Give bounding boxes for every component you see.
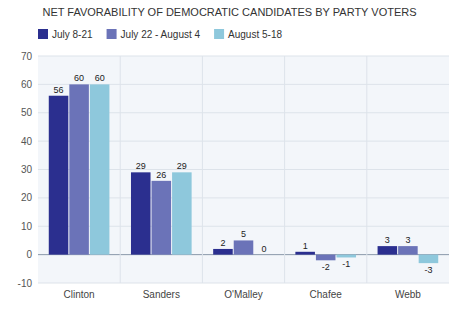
data-label: 3 (405, 235, 410, 245)
bar (69, 84, 89, 254)
legend-label: July 22 - August 4 (121, 29, 201, 40)
bar (336, 255, 356, 258)
y-grid (38, 56, 449, 283)
data-label: -2 (322, 262, 330, 272)
y-tick-label: 0 (26, 249, 32, 260)
data-label: 60 (74, 73, 84, 83)
y-tick-label: 20 (21, 192, 33, 203)
x-tick-label: Webb (395, 289, 421, 300)
bar (398, 246, 418, 255)
data-label: -3 (424, 265, 432, 275)
bar (152, 181, 172, 255)
group-divider (284, 56, 285, 283)
bar (234, 240, 254, 254)
x-tick-label: Sanders (143, 289, 180, 300)
data-label: 60 (95, 73, 105, 83)
data-label: 5 (241, 229, 246, 239)
legend-label: July 8-21 (52, 29, 93, 40)
y-tick-label: 70 (21, 51, 33, 62)
legend: July 8-21 July 22 - August 4 August 5-18 (38, 29, 282, 40)
legend-label: August 5-18 (228, 29, 282, 40)
y-tick-label: -10 (18, 278, 33, 289)
grid-line (38, 283, 449, 284)
legend-item: July 22 - August 4 (107, 29, 201, 40)
y-tick-label: 60 (21, 79, 33, 90)
data-label: 29 (177, 161, 187, 171)
bar (90, 84, 110, 254)
bar (131, 172, 151, 254)
legend-item: August 5-18 (214, 29, 282, 40)
y-axis: -10 0 10 20 30 40 50 60 70 (18, 51, 33, 289)
data-label: 1 (303, 241, 308, 251)
chart-svg: NET FAVORABILITY OF DEMOCRATIC CANDIDATE… (0, 0, 459, 309)
x-axis: Clinton Sanders O'Malley Chafee Webb (64, 289, 422, 300)
data-label: -1 (342, 259, 350, 269)
legend-swatch (214, 29, 224, 39)
data-label: 29 (136, 161, 146, 171)
chart-container: NET FAVORABILITY OF DEMOCRATIC CANDIDATE… (0, 0, 459, 309)
group-divider (202, 56, 203, 283)
legend-swatch (107, 29, 117, 39)
bar (213, 249, 233, 255)
bar (316, 255, 336, 261)
data-label: 2 (220, 238, 225, 248)
group-divider (366, 56, 367, 283)
x-tick-label: Chafee (310, 289, 343, 300)
group-dividers (120, 56, 367, 283)
group-divider (120, 56, 121, 283)
y-tick-label: 30 (21, 164, 33, 175)
data-label: 26 (156, 170, 166, 180)
plot-background (38, 56, 449, 283)
x-tick-label: Clinton (64, 289, 95, 300)
data-label: 0 (262, 244, 267, 254)
data-label: 3 (385, 235, 390, 245)
title: NET FAVORABILITY OF DEMOCRATIC CANDIDATE… (42, 6, 416, 18)
bar (419, 255, 439, 264)
bar (172, 172, 192, 254)
y-tick-label: 40 (21, 136, 33, 147)
bar (295, 252, 315, 255)
legend-swatch (38, 29, 48, 39)
x-tick-label: O'Malley (224, 289, 263, 300)
data-label: 56 (54, 85, 64, 95)
legend-item: July 8-21 (38, 29, 93, 40)
bars (49, 84, 438, 263)
bar (254, 254, 274, 255)
bar (378, 246, 398, 255)
y-tick-label: 50 (21, 107, 33, 118)
y-tick-label: 10 (21, 221, 33, 232)
data-labels: 56 29 2 1 3 60 26 5 -2 3 60 29 0 -1 -3 (54, 73, 433, 275)
bar (49, 96, 69, 255)
grid-line (38, 56, 449, 57)
